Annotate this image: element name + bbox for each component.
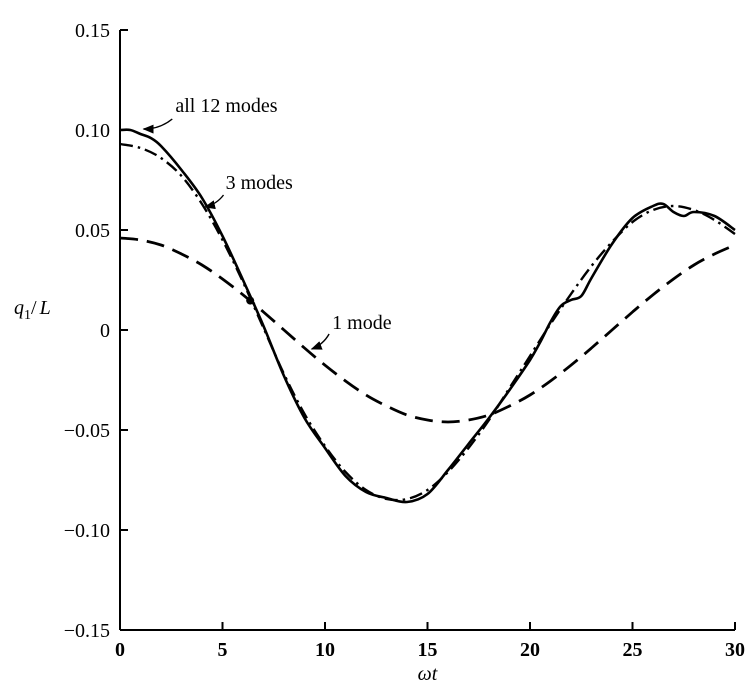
annotation-arrow: [310, 333, 330, 350]
x-tick-label: 0: [115, 639, 125, 661]
annotation-arrow: [204, 194, 225, 210]
annotation-label: all 12 modes: [175, 95, 277, 117]
y-axis-ticks: 0.15 0.10 0.05 0 −0.05 −0.10 −0.15: [64, 20, 128, 642]
x-axis-ticks: 0 5 10 15 20 25 30: [115, 622, 745, 661]
y-tick-label: 0.10: [75, 120, 110, 142]
y-axis-label: q1/L: [14, 297, 51, 323]
curve-all-12-modes: [119, 128, 736, 504]
y-tick-label: 0.05: [75, 220, 110, 242]
x-tick-label: 30: [725, 639, 745, 661]
annotation-3-modes: 3 modes: [204, 172, 293, 210]
intersection-dot: [246, 296, 255, 305]
curve-3-modes: [119, 142, 736, 502]
y-tick-label: 0: [100, 320, 110, 342]
y-tick-label: −0.10: [64, 520, 110, 542]
annotation-all-12-modes: all 12 modes: [142, 95, 278, 134]
x-tick-label: 20: [520, 639, 540, 661]
x-axis-label: ωt: [418, 663, 438, 685]
curve-1-mode: [119, 236, 736, 424]
x-tick-label: 25: [623, 639, 643, 661]
y-tick-label: −0.05: [64, 420, 110, 442]
x-tick-label: 5: [218, 639, 228, 661]
annotation-1-mode: 1 mode: [310, 312, 392, 350]
y-tick-label: −0.15: [64, 620, 110, 642]
annotation-arrow: [142, 118, 173, 134]
annotation-label: 1 mode: [332, 312, 392, 334]
y-tick-label: 0.15: [75, 20, 110, 42]
x-tick-label: 15: [418, 639, 438, 661]
x-tick-label: 10: [315, 639, 335, 661]
annotation-label: 3 modes: [226, 172, 293, 194]
